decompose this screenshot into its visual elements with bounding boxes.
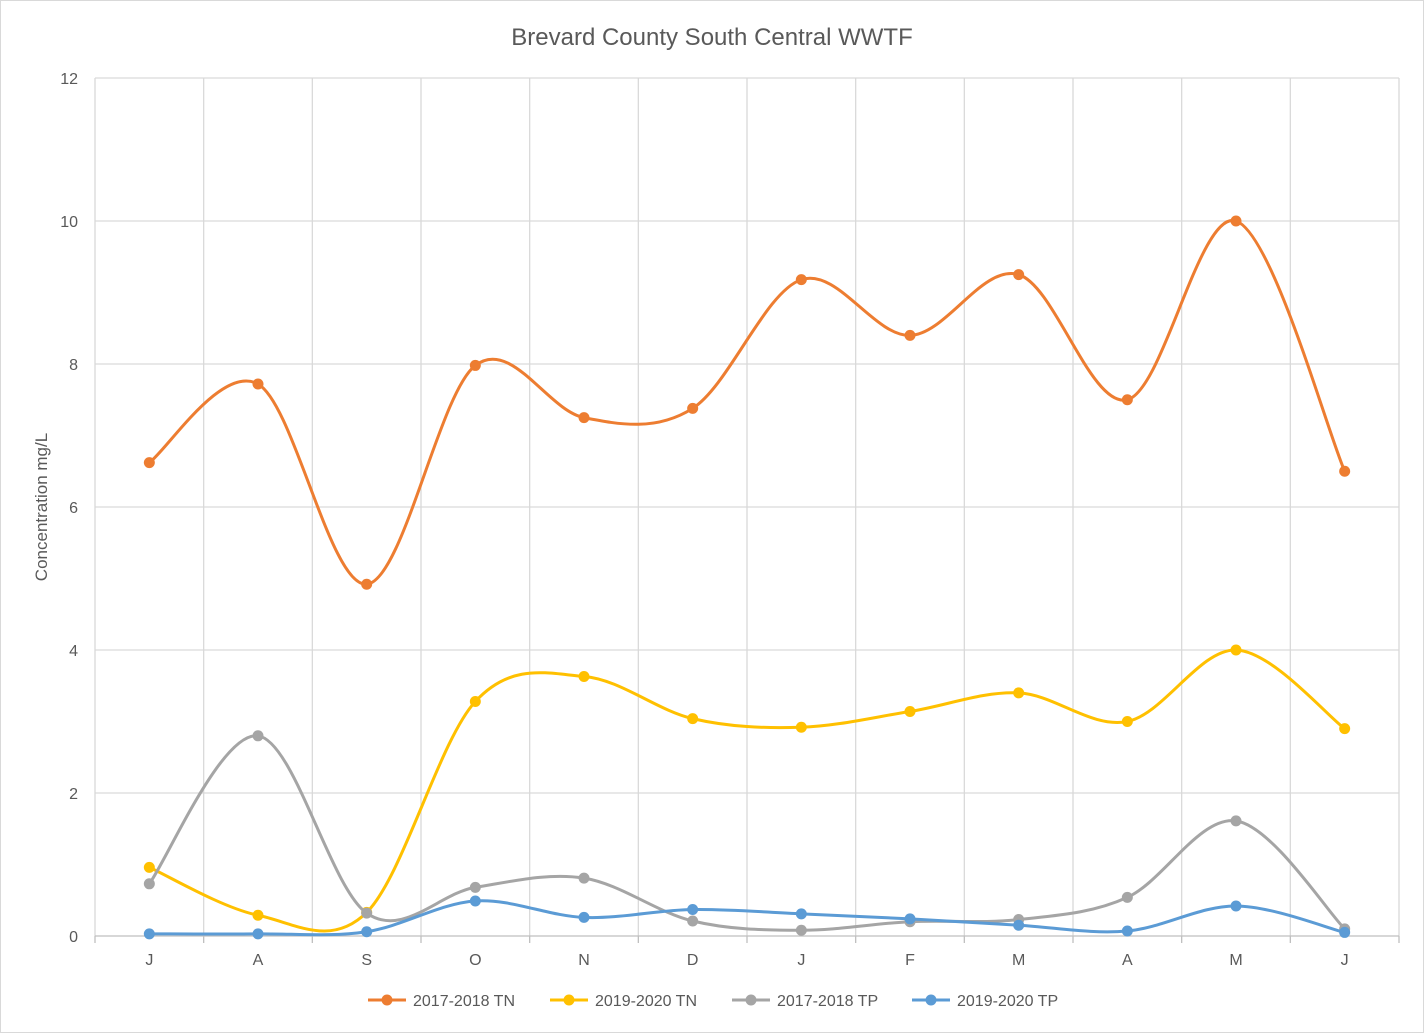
chart-title: Brevard County South Central WWTF (511, 24, 912, 51)
legend-swatch-marker (745, 994, 757, 1006)
legend-swatch-marker (925, 994, 937, 1006)
data-point (1121, 891, 1133, 903)
data-point (143, 457, 155, 469)
data-point (578, 911, 590, 923)
x-tick-label: J (145, 952, 153, 969)
legend-swatch-marker (381, 994, 393, 1006)
data-point (795, 721, 807, 733)
data-point (469, 895, 481, 907)
data-point (687, 713, 699, 725)
data-point (1121, 394, 1133, 406)
legend-label: 2017-2018 TP (777, 993, 878, 1010)
series-3 (143, 730, 1351, 936)
data-point (795, 924, 807, 936)
legend-item: 2019-2020 TP (912, 993, 1058, 1010)
data-point (143, 878, 155, 890)
data-point (361, 926, 373, 938)
data-point (687, 904, 699, 916)
legend-label: 2019-2020 TN (595, 993, 697, 1010)
data-point (1339, 926, 1351, 938)
x-tick-label: D (687, 952, 699, 969)
legend-label: 2017-2018 TN (413, 993, 515, 1010)
legend-item: 2019-2020 TN (550, 993, 697, 1010)
data-point (1121, 716, 1133, 727)
y-axis-title: Concentration mg/L (32, 433, 51, 581)
data-point (1230, 215, 1242, 227)
legend-item: 2017-2018 TP (732, 993, 878, 1010)
data-point (469, 359, 481, 371)
data-point (1230, 644, 1242, 656)
gridlines (94, 77, 1400, 936)
data-point (795, 274, 807, 286)
data-point (252, 909, 264, 921)
data-point (578, 412, 590, 424)
data-point (1013, 269, 1025, 281)
data-point (252, 730, 264, 742)
x-tick-label: A (1122, 952, 1133, 969)
data-point (904, 705, 916, 717)
x-tick-label: N (578, 952, 590, 969)
y-tick-label: 4 (69, 643, 78, 660)
data-point (361, 907, 373, 919)
series-group (143, 215, 1351, 940)
data-point (1339, 723, 1351, 735)
legend-swatch-marker (563, 994, 575, 1006)
series-line (149, 899, 1346, 937)
data-point (1121, 925, 1133, 937)
x-tick-label: J (797, 952, 805, 969)
x-tick-label: S (361, 952, 372, 969)
y-tick-label: 8 (69, 357, 78, 374)
legend-item: 2017-2018 TN (368, 993, 515, 1010)
data-point (1013, 687, 1025, 699)
data-point (469, 881, 481, 893)
data-point (143, 928, 155, 940)
data-point (361, 578, 373, 590)
data-point (1230, 900, 1242, 912)
data-point (469, 695, 481, 707)
data-point (143, 861, 155, 873)
y-tick-label: 2 (69, 786, 78, 803)
data-point (904, 329, 916, 341)
data-point (1230, 815, 1242, 827)
legend-label: 2019-2020 TP (957, 993, 1058, 1010)
series-1 (143, 215, 1351, 590)
data-point (687, 402, 699, 414)
x-tick-label: M (1012, 952, 1025, 969)
x-tick-label: J (1341, 952, 1349, 969)
y-tick-label: 6 (69, 500, 78, 517)
x-tick-label: A (253, 952, 264, 969)
legend: 2017-2018 TN 2019-2020 TN 2017-2018 TP 2019… (368, 993, 1058, 1010)
data-point (578, 872, 590, 884)
x-tick-label: O (469, 952, 481, 969)
x-tick-label: F (905, 952, 915, 969)
y-tick-label: 12 (60, 71, 78, 88)
series-line (148, 219, 1347, 586)
data-point (1013, 919, 1025, 931)
data-point (252, 378, 264, 390)
series-4 (143, 895, 1351, 940)
y-tick-label: 0 (69, 929, 78, 946)
data-point (578, 670, 590, 682)
data-point (904, 913, 916, 925)
data-point (687, 915, 699, 927)
series-line (148, 734, 1346, 932)
y-tick-label: 10 (60, 214, 78, 231)
data-point (1339, 465, 1351, 477)
x-tick-label: M (1229, 952, 1242, 969)
data-point (252, 928, 264, 940)
data-point (795, 908, 807, 920)
